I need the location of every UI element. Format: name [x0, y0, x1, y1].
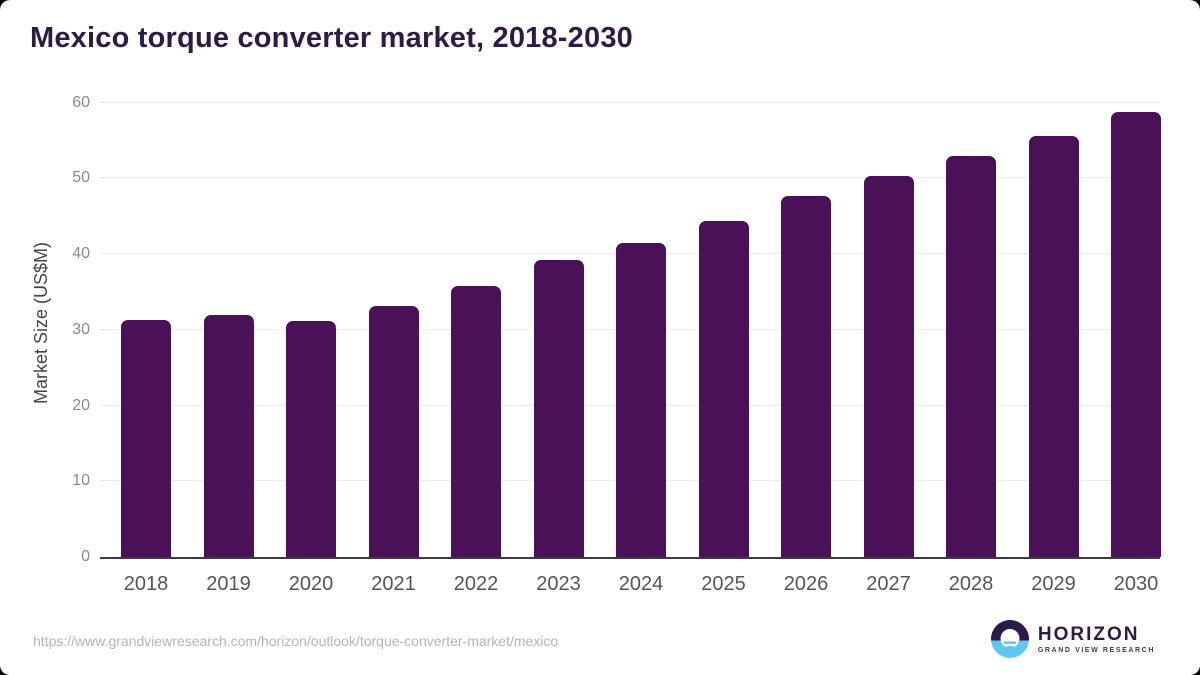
bar-2030 [1111, 111, 1161, 557]
x-tick-label-2023: 2023 [536, 573, 581, 595]
x-tick-label-2020: 2020 [288, 573, 334, 595]
bar-2027 [863, 175, 914, 557]
bar-2018 [121, 319, 171, 557]
logo-reflection-line-1 [1003, 641, 1016, 644]
x-tick-label-2024: 2024 [618, 573, 664, 595]
x-tick-label-2028: 2028 [948, 573, 994, 595]
y-tick-label-50: 50 [72, 169, 90, 187]
y-tick-label-40: 40 [72, 245, 90, 262]
y-tick-label-60: 60 [72, 93, 90, 111]
bar-2028 [946, 155, 996, 557]
bar-2021 [368, 305, 419, 557]
y-tick-label-10: 10 [72, 472, 90, 490]
x-tick-label-2027: 2027 [866, 573, 911, 595]
y-axis-label: Market Size (US$M) [31, 242, 51, 405]
bar-2026 [781, 195, 831, 557]
source-url: https://www.grandviewresearch.com/horizo… [33, 633, 559, 649]
horizon-logo: HORIZON GRAND VIEW RESEARCH [990, 620, 1155, 658]
x-tick-label-2029: 2029 [1031, 573, 1076, 595]
bar-2025 [698, 220, 749, 557]
logo-text: HORIZON GRAND VIEW RESEARCH [1037, 623, 1155, 654]
x-tick-label-2022: 2022 [453, 573, 499, 595]
x-tick-label-2026: 2026 [783, 573, 829, 595]
plot-area: 0 10 20 30 40 50 60 2018 2019 2020 2021 2022 2023 202… [72, 90, 1161, 595]
logo-subtitle: GRAND VIEW RESEARCH [1037, 646, 1155, 654]
bar-2029 [1028, 135, 1079, 557]
gridline-60 [100, 101, 1160, 103]
y-axis-label-wrap: Market Size (US$M) [31, 90, 52, 557]
bar-2020 [286, 321, 336, 557]
logo-reflection-line-2 [1006, 646, 1014, 649]
horizon-logo-icon [990, 620, 1029, 658]
bar-2019 [203, 315, 254, 557]
bar-2023 [533, 260, 584, 557]
x-tick-label-2025: 2025 [701, 573, 746, 595]
bar-2024 [616, 243, 666, 557]
y-tick-label-20: 20 [72, 396, 90, 414]
logo-name: HORIZON [1037, 623, 1140, 645]
logo-sun-circle [1000, 629, 1020, 648]
y-tick-label-30: 30 [72, 320, 90, 338]
chart-title: Mexico torque converter market, 2018-203… [30, 22, 633, 54]
x-tick-label-2030: 2030 [1113, 573, 1159, 595]
x-tick-label-2018: 2018 [123, 573, 169, 595]
x-tick-label-2021: 2021 [371, 573, 416, 595]
bar-2022 [451, 285, 501, 557]
x-tick-label-2019: 2019 [206, 573, 251, 595]
gridline-50 [100, 177, 1160, 179]
y-tick-label-0: 0 [81, 548, 90, 565]
